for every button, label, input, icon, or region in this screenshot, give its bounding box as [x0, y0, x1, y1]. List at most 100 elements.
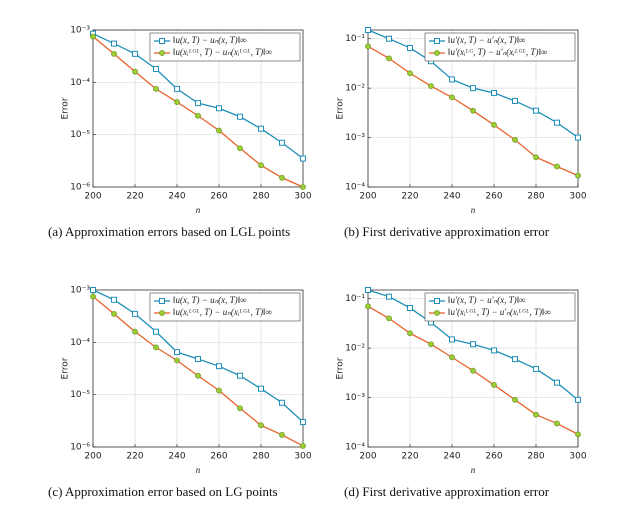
marker	[174, 99, 180, 105]
x-tick-label: 200	[359, 192, 376, 202]
marker	[575, 172, 581, 179]
marker	[386, 35, 392, 42]
marker	[365, 287, 371, 293]
marker	[300, 155, 306, 162]
axes-frame	[367, 29, 579, 188]
y-tick-label: 10⁻⁴	[70, 338, 90, 348]
marker	[365, 43, 371, 50]
x-tick-label: 300	[294, 192, 311, 202]
y-axis-label: Error	[336, 97, 346, 119]
marker	[449, 354, 455, 361]
legend-box	[149, 32, 301, 62]
marker	[470, 107, 476, 114]
marker	[386, 55, 392, 62]
y-tick-label: 10⁻³	[345, 133, 365, 143]
y-tick-label: 10⁻⁵	[70, 130, 90, 140]
y-tick-label: 10⁻¹	[345, 34, 365, 44]
marker	[111, 50, 117, 57]
marker	[470, 341, 476, 348]
x-tick-label: 200	[84, 452, 101, 462]
marker	[449, 76, 455, 83]
legend-marker	[434, 310, 440, 316]
marker	[195, 372, 201, 379]
legend-marker	[159, 310, 165, 316]
marker	[575, 396, 581, 403]
marker	[132, 68, 138, 75]
caption: (c) Approximation error based on LG poin…	[48, 484, 278, 499]
marker	[195, 112, 201, 119]
marker	[195, 100, 201, 107]
axes-frame	[367, 289, 579, 448]
x-axis-label: n	[196, 465, 201, 475]
marker	[533, 411, 539, 418]
y-tick-label: 10⁻⁵	[70, 390, 90, 400]
marker	[237, 405, 243, 412]
marker	[407, 330, 413, 337]
caption: (a) Approximation errors based on LGL po…	[48, 224, 291, 239]
marker	[174, 349, 180, 356]
marker	[258, 162, 264, 169]
marker	[237, 145, 243, 152]
marker	[533, 154, 539, 161]
marker	[407, 304, 413, 311]
marker	[111, 40, 117, 47]
marker	[90, 293, 96, 300]
legend-label: ‖u(x, T) − uₙ(x, T)‖∞	[173, 295, 247, 305]
marker	[470, 85, 476, 92]
marker	[533, 365, 539, 372]
marker	[512, 396, 518, 403]
legend-marker	[434, 50, 440, 56]
y-axis-label: Error	[61, 97, 71, 119]
marker	[407, 44, 413, 51]
y-tick-label: 10⁻⁶	[70, 443, 90, 453]
marker	[407, 70, 413, 77]
marker	[90, 33, 96, 40]
legend-label: ‖u(xᵢᴸᴳᴸ, T) − uₙ(xᵢᴸᴳᴸ, T)‖∞	[173, 307, 272, 317]
marker	[237, 372, 243, 379]
axes-frame	[92, 289, 304, 448]
y-tick-label: 10⁻³	[70, 26, 90, 36]
marker	[132, 50, 138, 57]
marker	[216, 127, 222, 134]
marker	[90, 287, 96, 293]
y-axis-label: Error	[61, 357, 71, 379]
marker	[300, 419, 306, 426]
legend-label: ‖u(xᵢᴸᴳᴸ, T) − uₙ(xᵢᴸᴳᴸ, T)‖∞	[173, 47, 272, 57]
marker	[512, 97, 518, 104]
marker	[512, 136, 518, 143]
marker	[300, 442, 306, 449]
y-tick-label: 10⁻³	[345, 393, 365, 403]
marker	[428, 341, 434, 348]
x-axis-label: n	[471, 465, 476, 475]
y-tick-label: 10⁻³	[70, 286, 90, 296]
marker	[153, 344, 159, 351]
x-tick-label: 280	[252, 452, 269, 462]
x-tick-label: 200	[359, 452, 376, 462]
marker	[575, 134, 581, 141]
marker	[153, 328, 159, 335]
legend-marker	[434, 38, 440, 44]
legend-box	[424, 292, 576, 322]
marker	[491, 89, 497, 96]
marker	[216, 105, 222, 112]
legend-marker	[434, 298, 440, 304]
x-tick-label: 220	[401, 452, 418, 462]
marker	[512, 356, 518, 363]
legend-label: ‖u′(x, T) − u′ₙ(x, T)‖∞	[448, 295, 526, 305]
marker	[491, 122, 497, 128]
marker	[111, 310, 117, 317]
y-tick-label: 10⁻¹	[345, 294, 365, 304]
x-tick-label: 280	[527, 452, 544, 462]
marker	[554, 420, 560, 427]
marker	[279, 399, 285, 406]
x-axis-label: n	[196, 205, 201, 215]
marker	[132, 310, 138, 317]
x-tick-label: 260	[485, 452, 502, 462]
x-tick-label: 300	[569, 452, 586, 462]
marker	[279, 139, 285, 146]
legend-label: ‖u′(x, T) − u′ₙ(x, T)‖∞	[448, 35, 526, 45]
legend-label: ‖u(x, T) − uₙ(x, T)‖∞	[173, 35, 247, 45]
marker	[533, 107, 539, 114]
